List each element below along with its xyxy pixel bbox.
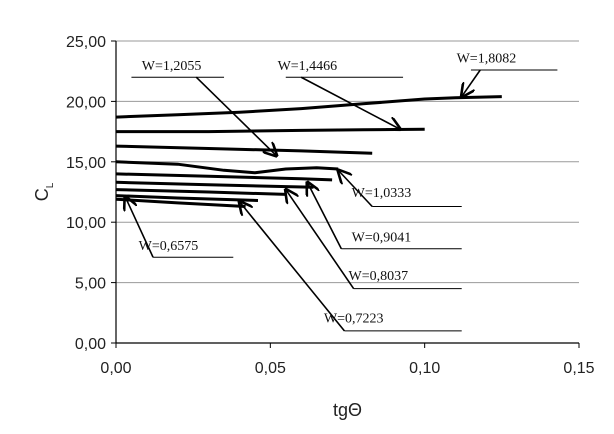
annotation: W=1,4466 — [278, 59, 403, 129]
annotation-label: W=1,8082 — [457, 52, 517, 67]
annotation-arrow — [300, 76, 400, 129]
annotation: W=1,0333 — [338, 170, 462, 208]
label-layer: tgΘ CL — [32, 182, 362, 420]
annotation: W=0,7223 — [239, 202, 462, 332]
annotation-arrow — [286, 190, 355, 290]
y-axis-label: CL — [32, 182, 56, 201]
annotation-label: W=0,8037 — [349, 269, 409, 284]
x-tick-label: 0,05 — [255, 360, 286, 377]
annotation-label: W=1,4466 — [278, 59, 338, 74]
annotation: W=1,8082 — [457, 52, 558, 97]
y-tick-label: 15,00 — [66, 155, 106, 172]
x-tick-label: 0,00 — [100, 360, 131, 377]
annotation-label: W=0,9041 — [352, 231, 412, 246]
series-layer — [115, 95, 502, 208]
series-line — [115, 160, 339, 175]
y-axis-label-main: C — [32, 188, 52, 201]
annotation-label: W=0,6575 — [139, 239, 199, 254]
y-tick-label: 5,00 — [75, 276, 106, 293]
annotation-arrow — [462, 69, 481, 97]
annotation-label: W=1,2055 — [142, 59, 202, 74]
annotation-arrow — [195, 76, 276, 156]
grid-layer — [116, 40, 579, 284]
series-line — [115, 172, 333, 182]
x-tick-label: 0,10 — [409, 360, 440, 377]
axis-layer: 0,00 5,00 10,00 15,00 20,00 25,00 0,00 0,05 0,10… — [66, 34, 595, 377]
annotation: W=1,2055 — [131, 59, 276, 156]
annotation: W=0,9041 — [307, 182, 462, 250]
annotation-arrow — [125, 197, 154, 258]
x-axis-label: tgΘ — [333, 400, 362, 420]
annotation: W=0,6575 — [125, 197, 234, 258]
annotation-arrow — [338, 170, 373, 208]
series-line — [115, 180, 314, 189]
annotation: W=0,8037 — [286, 190, 462, 290]
x-tick-label: 0,15 — [563, 360, 594, 377]
series-line — [115, 188, 286, 196]
y-tick-label: 10,00 — [66, 215, 106, 232]
annotation-arrow — [239, 202, 346, 332]
series-line — [115, 144, 373, 155]
y-axis-label-subscript: L — [45, 182, 56, 188]
series-line — [116, 127, 425, 134]
annotation-arrow — [307, 182, 343, 250]
annotation-label: W=1,0333 — [352, 186, 412, 201]
y-tick-label: 20,00 — [66, 94, 106, 111]
y-tick-label: 0,00 — [75, 336, 106, 353]
series-line — [115, 95, 502, 119]
annotation-layer: W=1,2055 W=1,4466 W=1,8082 W=1,0333 W=0,9041… — [125, 52, 558, 332]
annotation-label: W=0,7223 — [324, 311, 384, 326]
y-tick-label: 25,00 — [66, 34, 106, 51]
